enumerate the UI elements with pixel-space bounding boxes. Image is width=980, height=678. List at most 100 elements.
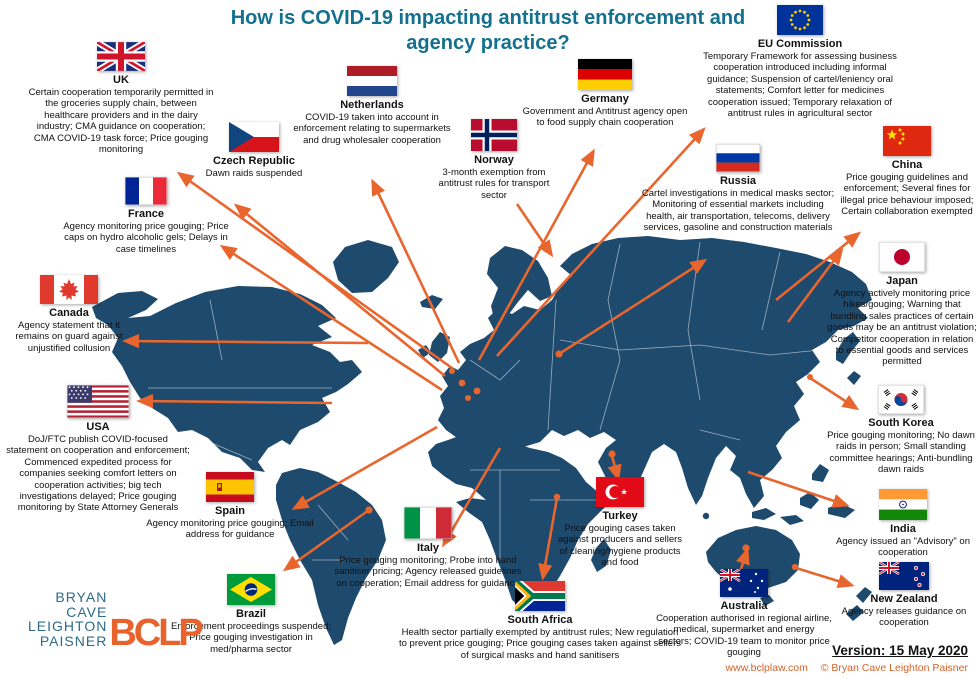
eu-flag-icon (777, 5, 823, 35)
country-text: Dawn raids suspended (205, 168, 303, 179)
country-text: Temporary Framework for assessing busine… (703, 51, 897, 119)
country-name: Norway (474, 154, 514, 166)
country-text: Price gouging monitoring; Probe into han… (334, 555, 522, 589)
version-label: Version: 15 May 2020 (832, 643, 968, 658)
country-name: Russia (719, 175, 757, 187)
country-text: Agency issued an "Advisory" on cooperati… (835, 536, 970, 559)
country-italy: Italy Price gouging monitoring; Probe in… (333, 507, 523, 589)
uk-flag-icon (97, 42, 145, 71)
connector-arrows (122, 127, 862, 588)
country-name: South Africa (507, 614, 573, 626)
country-name: Japan (886, 275, 918, 287)
india-flag-icon (879, 489, 927, 520)
japan-flag-icon (879, 242, 925, 272)
logo-line: CAVE (66, 603, 108, 620)
country-name: South Korea (868, 417, 934, 429)
country-usa: USA DoJ/FTC publish COVID-focused statem… (6, 385, 190, 514)
copyright-text: © Bryan Cave Leighton Paisner (820, 662, 968, 674)
country-text: Health sector partially exempted by anti… (398, 627, 681, 661)
country-name: New Zealand (870, 593, 938, 605)
country-text: DoJ/FTC publish COVID-focused statement … (6, 434, 190, 514)
italy-flag-icon (404, 507, 452, 539)
country-spain: Spain Agency monitoring price gouging; E… (140, 472, 320, 541)
country-text: Certain cooperation temporarily permitte… (28, 87, 214, 155)
country-text: Enforcement proceedings suspended; Price… (170, 621, 332, 655)
china-flag-icon (883, 126, 931, 156)
country-germany: Germany Government and Antitrust agency … (522, 59, 688, 129)
bclp-logo-wordmark: BRYAN CAVE LEIGHTON PAISNER (28, 590, 107, 648)
country-south-korea: South Korea Price gouging monitoring; No… (826, 385, 976, 476)
country-uk: UK Certain cooperation temporarily permi… (25, 42, 217, 155)
country-name: Netherlands (340, 99, 404, 111)
brazil-flag-icon (227, 574, 275, 605)
country-text: Cartel investigations in medical masks s… (641, 188, 835, 234)
country-name: Canada (49, 307, 89, 319)
country-name: UK (113, 74, 129, 86)
logo-line: BRYAN (55, 589, 108, 605)
country-brazil: Brazil Enforcement proceedings suspended… (170, 574, 332, 655)
country-canada: Canada Agency statement that it remains … (0, 275, 138, 354)
bclp-logo: BRYAN CAVE LEIGHTON PAISNER BCLP (28, 590, 204, 654)
country-text: Cooperation authorised in regional airli… (656, 613, 832, 659)
country-text: 3-month exemption from antitrust rules f… (438, 167, 550, 201)
country-france: France Agency monitoring price gouging; … (60, 177, 232, 255)
netherlands-flag-icon (347, 66, 397, 96)
country-name: Germany (581, 93, 629, 105)
page-title: How is COVID-19 impacting antitrust enfo… (230, 7, 746, 54)
country-text: Price gouging monitoring; No dawn raids … (827, 430, 975, 476)
country-name: Czech Republic (213, 155, 295, 167)
country-czech: Czech Republic Dawn raids suspended (175, 122, 333, 179)
country-name: EU Commission (757, 38, 843, 50)
country-india: India Agency issued an "Advisory" on coo… (833, 489, 973, 559)
new-zealand-flag-icon (879, 562, 929, 590)
country-text: Government and Antitrust agency open to … (522, 106, 688, 129)
country-netherlands: Netherlands COVID-19 taken into account … (293, 66, 451, 146)
country-text: Agency monitoring price gouging; Price c… (63, 221, 229, 255)
country-text: Price gouging cases taken against produc… (557, 523, 683, 569)
country-name: Turkey (602, 510, 638, 522)
logo-line: LEIGHTON (28, 618, 108, 635)
country-new-zealand: New Zealand Agency releases guidance on … (833, 562, 975, 629)
country-text: Agency monitoring price gouging; Email a… (146, 518, 314, 541)
country-text: Agency actively monitoring price hikes/g… (827, 288, 977, 368)
country-name: China (891, 159, 923, 171)
country-turkey: Turkey Price gouging cases taken against… (553, 477, 687, 569)
bclp-monogram: BCLP (109, 611, 203, 654)
country-name: Australia (720, 600, 768, 612)
country-russia: Russia Cartel investigations in medical … (638, 144, 838, 234)
country-name: Brazil (236, 608, 266, 620)
germany-flag-icon (578, 59, 632, 90)
country-borders (148, 241, 821, 561)
country-south-africa: South Africa Health sector partially exe… (398, 581, 682, 661)
country-norway: Norway 3-month exemption from antitrust … (437, 119, 551, 201)
australia-flag-icon (720, 569, 768, 597)
country-japan: Japan Agency actively monitoring price h… (826, 242, 978, 368)
country-australia: Australia Cooperation authorised in regi… (656, 569, 832, 659)
south-africa-flag-icon (515, 581, 565, 611)
country-text: Agency releases guidance on cooperation (841, 606, 967, 629)
russia-flag-icon (716, 144, 760, 172)
spain-flag-icon (206, 472, 254, 502)
country-text: Agency statement that it remains on guar… (15, 320, 123, 354)
norway-flag-icon (471, 119, 517, 151)
france-flag-icon (125, 177, 167, 205)
country-name: USA (86, 421, 110, 433)
country-name: France (127, 208, 165, 220)
south-korea-flag-icon (878, 385, 924, 414)
website-link[interactable]: www.bclplaw.com (725, 662, 808, 674)
country-name: Spain (215, 505, 245, 517)
logo-line: PAISNER (39, 632, 108, 649)
map-location-dots (365, 350, 813, 571)
country-china: China Price gouging guidelines and enfor… (836, 126, 978, 218)
footer-credits: www.bclplaw.com © Bryan Cave Leighton Pa… (726, 662, 968, 674)
country-text: COVID-19 taken into account in enforceme… (293, 112, 451, 146)
country-text: Price gouging guidelines and enforcement… (840, 172, 974, 218)
czech-flag-icon (229, 122, 279, 152)
usa-flag-icon (67, 385, 129, 418)
country-eu: EU Commission Temporary Framework for as… (695, 5, 905, 119)
canada-flag-icon (40, 275, 98, 304)
country-name: Italy (416, 542, 439, 554)
turkey-flag-icon (596, 477, 644, 507)
country-name: India (890, 523, 916, 535)
